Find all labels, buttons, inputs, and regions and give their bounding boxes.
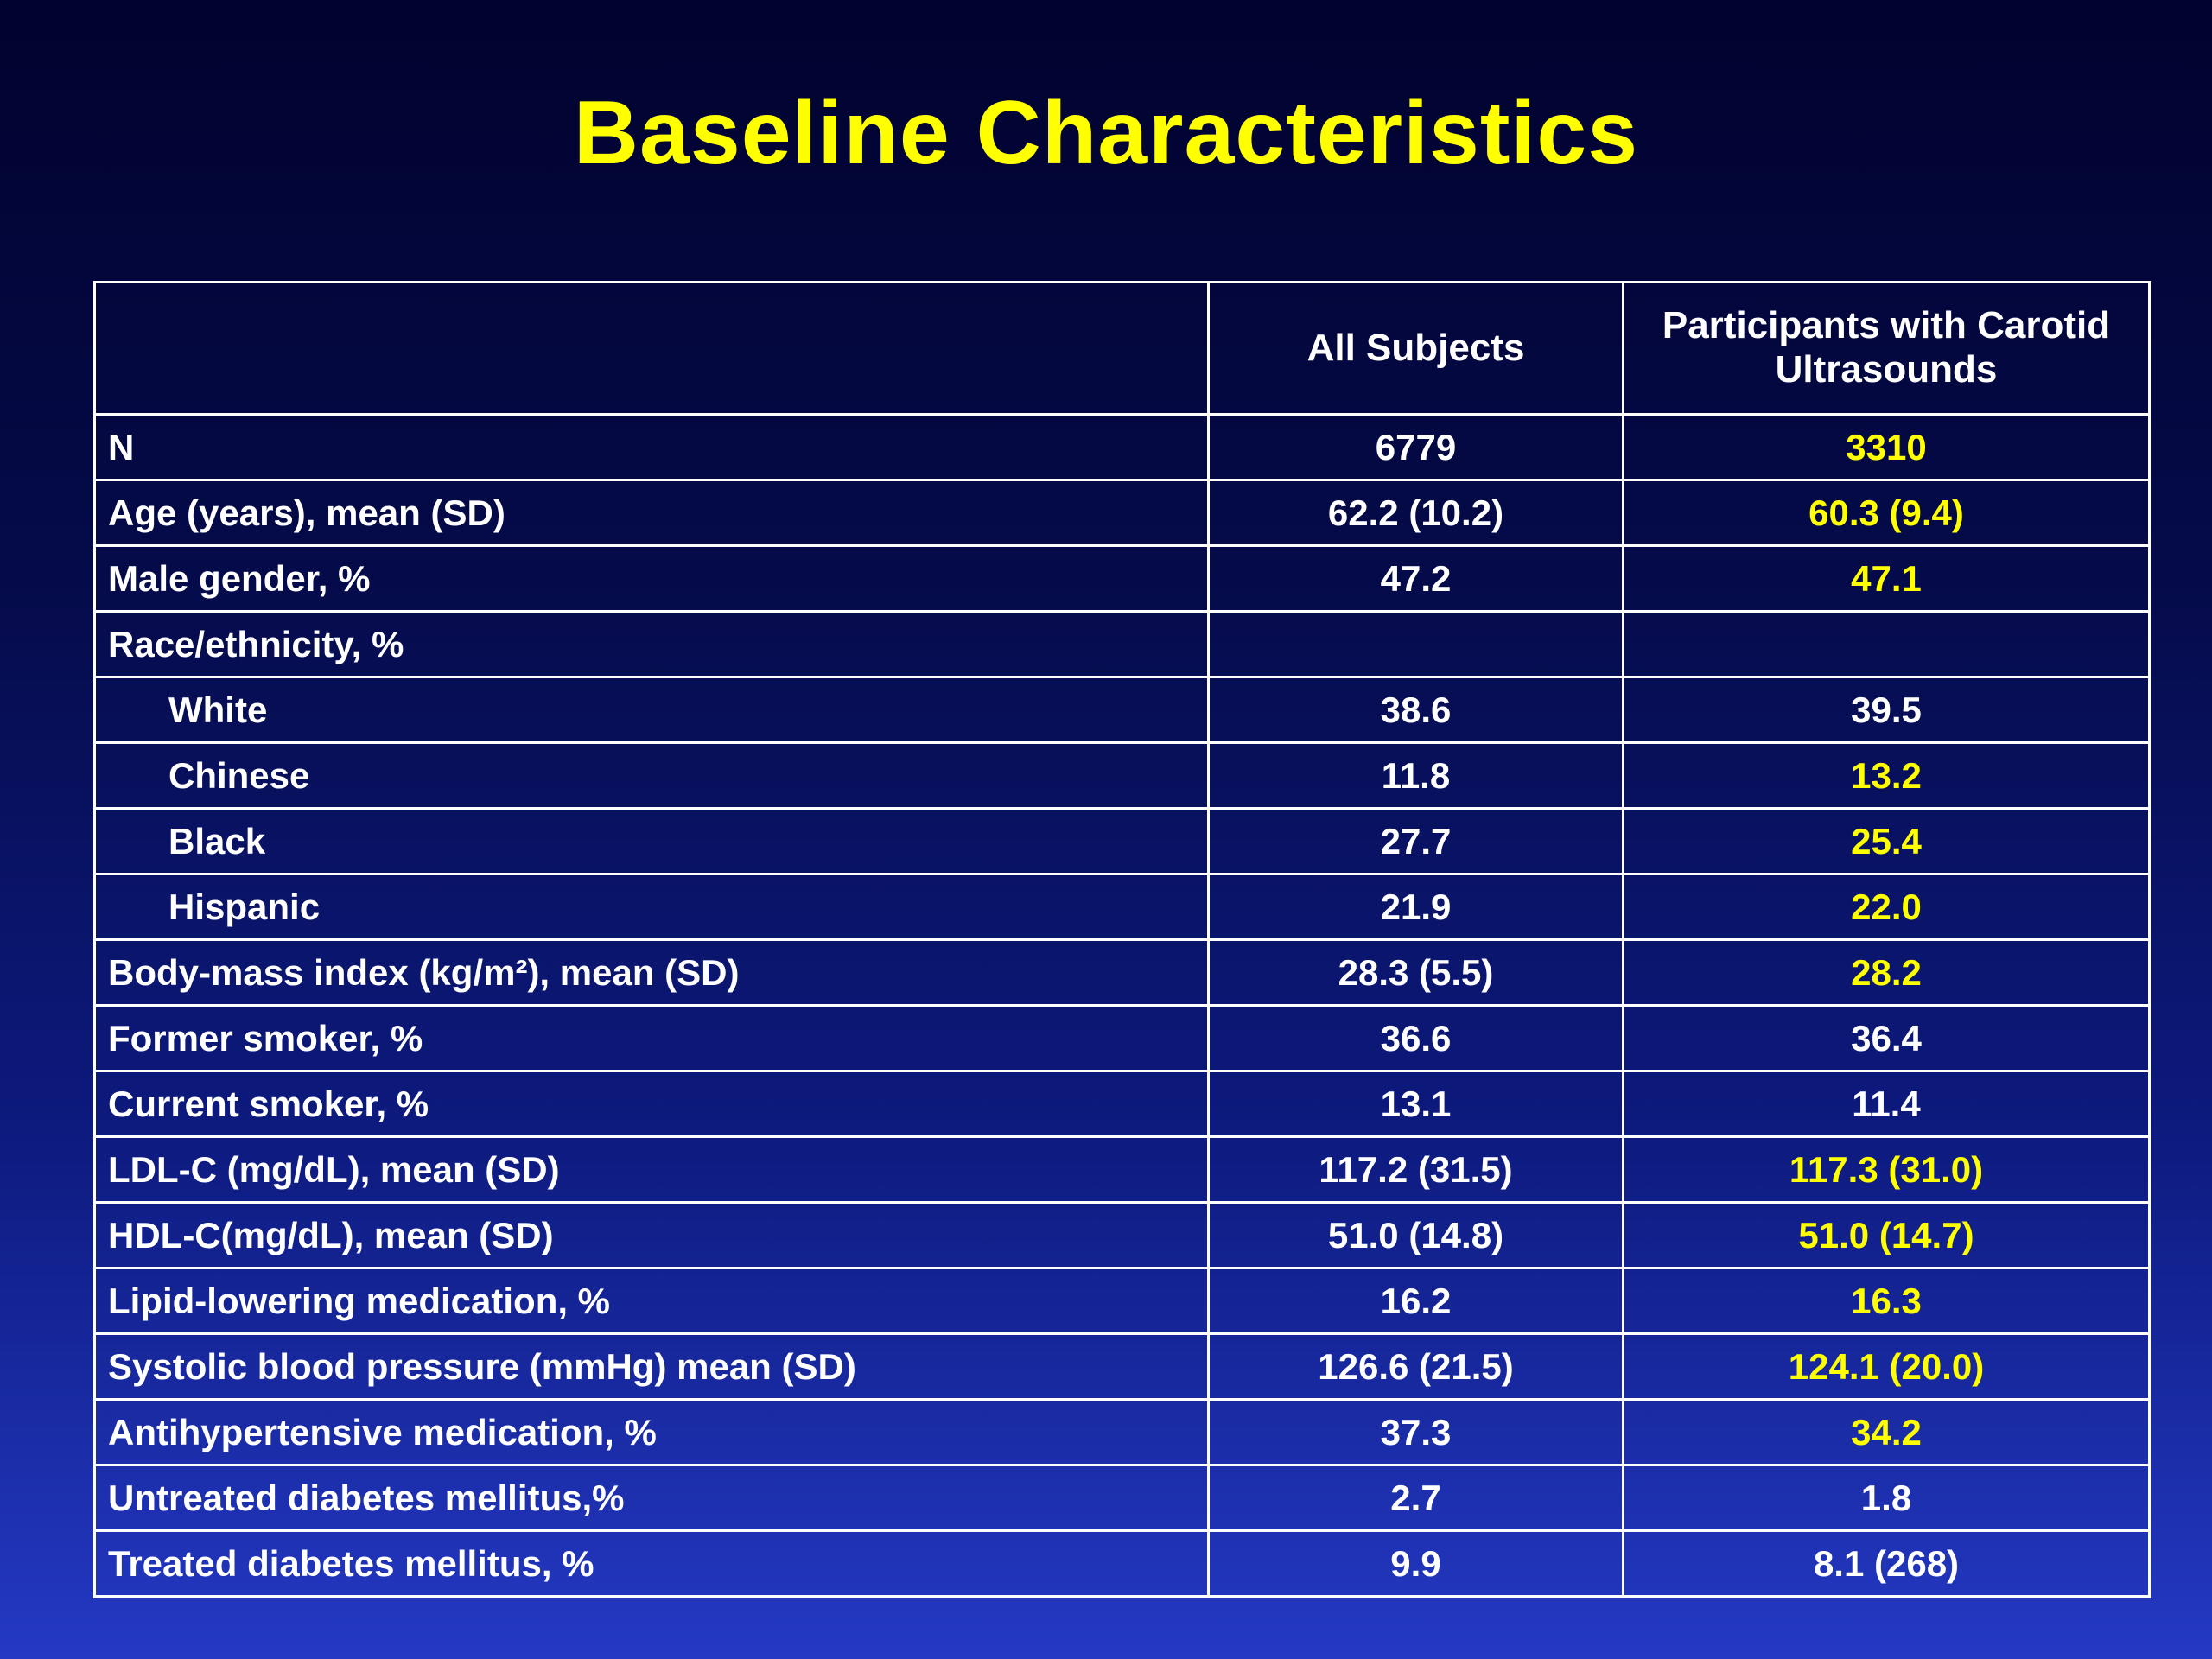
table-row: Lipid-lowering medication, % 16.2 16.3 — [93, 1267, 2151, 1335]
row-label: LDL-C (mg/dL), mean (SD) — [93, 1135, 1210, 1204]
table-row: Male gender, % 47.2 47.1 — [93, 544, 2151, 613]
all-subjects-value: 38.6 — [1207, 676, 1624, 744]
all-subjects-value: 6779 — [1207, 413, 1624, 481]
row-label: Antihypertensive medication, % — [93, 1398, 1210, 1466]
all-subjects-value: 47.2 — [1207, 544, 1624, 613]
table-row: Age (years), mean (SD) 62.2 (10.2) 60.3 (9… — [93, 479, 2151, 547]
carotid-ultrasounds-value: 1.8 — [1622, 1464, 2151, 1532]
all-subjects-value: 28.3 (5.5) — [1207, 938, 1624, 1007]
row-label: Former smoker, % — [93, 1004, 1210, 1072]
carotid-ultrasounds-value: 51.0 (14.7) — [1622, 1201, 2151, 1269]
all-subjects-value: 117.2 (31.5) — [1207, 1135, 1624, 1204]
all-subjects-value — [1207, 610, 1624, 678]
carotid-ultrasounds-value: 39.5 — [1622, 676, 2151, 744]
table-row: HDL-C(mg/dL), mean (SD) 51.0 (14.8) 51.0 (… — [93, 1201, 2151, 1269]
baseline-characteristics-table: All Subjects Participants with Carotid U… — [93, 281, 2151, 1598]
row-label: Male gender, % — [93, 544, 1210, 613]
table-row: N 6779 3310 — [93, 413, 2151, 481]
table-row: Treated diabetes mellitus, % 9.9 8.1 (268) — [93, 1529, 2151, 1598]
carotid-ultrasounds-value: 13.2 — [1622, 741, 2151, 810]
slide-title: Baseline Characteristics — [573, 83, 1639, 183]
table-row: Untreated diabetes mellitus,% 2.7 1.8 — [93, 1464, 2151, 1532]
row-label: Body-mass index (kg/m²), mean (SD) — [93, 938, 1210, 1007]
table-row: Hispanic 21.9 22.0 — [93, 873, 2151, 941]
carotid-ultrasounds-value: 8.1 (268) — [1622, 1529, 2151, 1598]
table-row: Antihypertensive medication, % 37.3 34.2 — [93, 1398, 2151, 1466]
carotid-ultrasounds-value: 47.1 — [1622, 544, 2151, 613]
all-subjects-value: 9.9 — [1207, 1529, 1624, 1598]
carotid-ultrasounds-value: 22.0 — [1622, 873, 2151, 941]
table-row: LDL-C (mg/dL), mean (SD) 117.2 (31.5) 117.… — [93, 1135, 2151, 1204]
row-label: Treated diabetes mellitus, % — [93, 1529, 1210, 1598]
all-subjects-value: 13.1 — [1207, 1070, 1624, 1138]
all-subjects-value: 36.6 — [1207, 1004, 1624, 1072]
all-subjects-value: 16.2 — [1207, 1267, 1624, 1335]
all-subjects-value: 126.6 (21.5) — [1207, 1332, 1624, 1401]
table-row: Race/ethnicity, % — [93, 610, 2151, 678]
carotid-ultrasounds-value: 11.4 — [1622, 1070, 2151, 1138]
carotid-ultrasounds-value: 36.4 — [1622, 1004, 2151, 1072]
carotid-ultrasounds-value: 124.1 (20.0) — [1622, 1332, 2151, 1401]
all-subjects-value: 27.7 — [1207, 807, 1624, 875]
row-label: Systolic blood pressure (mmHg) mean (SD) — [93, 1332, 1210, 1401]
row-label: Chinese — [93, 741, 1210, 810]
row-label: HDL-C(mg/dL), mean (SD) — [93, 1201, 1210, 1269]
all-subjects-value: 62.2 (10.2) — [1207, 479, 1624, 547]
row-label: Black — [93, 807, 1210, 875]
carotid-ultrasounds-value: 117.3 (31.0) — [1622, 1135, 2151, 1204]
table-header-row: All Subjects Participants with Carotid U… — [93, 281, 2151, 416]
carotid-ultrasounds-value: 28.2 — [1622, 938, 2151, 1007]
table-row: Chinese 11.8 13.2 — [93, 741, 2151, 810]
row-label: Untreated diabetes mellitus,% — [93, 1464, 1210, 1532]
table-row: Body-mass index (kg/m²), mean (SD) 28.3 (… — [93, 938, 2151, 1007]
table-row: White 38.6 39.5 — [93, 676, 2151, 744]
table-row: Current smoker, % 13.1 11.4 — [93, 1070, 2151, 1138]
all-subjects-value: 21.9 — [1207, 873, 1624, 941]
row-label: N — [93, 413, 1210, 481]
row-label: Race/ethnicity, % — [93, 610, 1210, 678]
row-label: Age (years), mean (SD) — [93, 479, 1210, 547]
carotid-ultrasounds-value: 16.3 — [1622, 1267, 2151, 1335]
row-label: Hispanic — [93, 873, 1210, 941]
table-row: Systolic blood pressure (mmHg) mean (SD)… — [93, 1332, 2151, 1401]
header-all-subjects: All Subjects — [1207, 281, 1624, 416]
carotid-ultrasounds-value: 34.2 — [1622, 1398, 2151, 1466]
carotid-ultrasounds-value: 60.3 (9.4) — [1622, 479, 2151, 547]
all-subjects-value: 51.0 (14.8) — [1207, 1201, 1624, 1269]
carotid-ultrasounds-value: 3310 — [1622, 413, 2151, 481]
carotid-ultrasounds-value: 25.4 — [1622, 807, 2151, 875]
header-empty-cell — [93, 281, 1210, 416]
row-label: White — [93, 676, 1210, 744]
all-subjects-value: 2.7 — [1207, 1464, 1624, 1532]
all-subjects-value: 11.8 — [1207, 741, 1624, 810]
all-subjects-value: 37.3 — [1207, 1398, 1624, 1466]
header-carotid-ultrasounds: Participants with Carotid Ultrasounds — [1622, 281, 2151, 416]
table-row: Black 27.7 25.4 — [93, 807, 2151, 875]
carotid-ultrasounds-value — [1622, 610, 2151, 678]
row-label: Current smoker, % — [93, 1070, 1210, 1138]
row-label: Lipid-lowering medication, % — [93, 1267, 1210, 1335]
table-row: Former smoker, % 36.6 36.4 — [93, 1004, 2151, 1072]
